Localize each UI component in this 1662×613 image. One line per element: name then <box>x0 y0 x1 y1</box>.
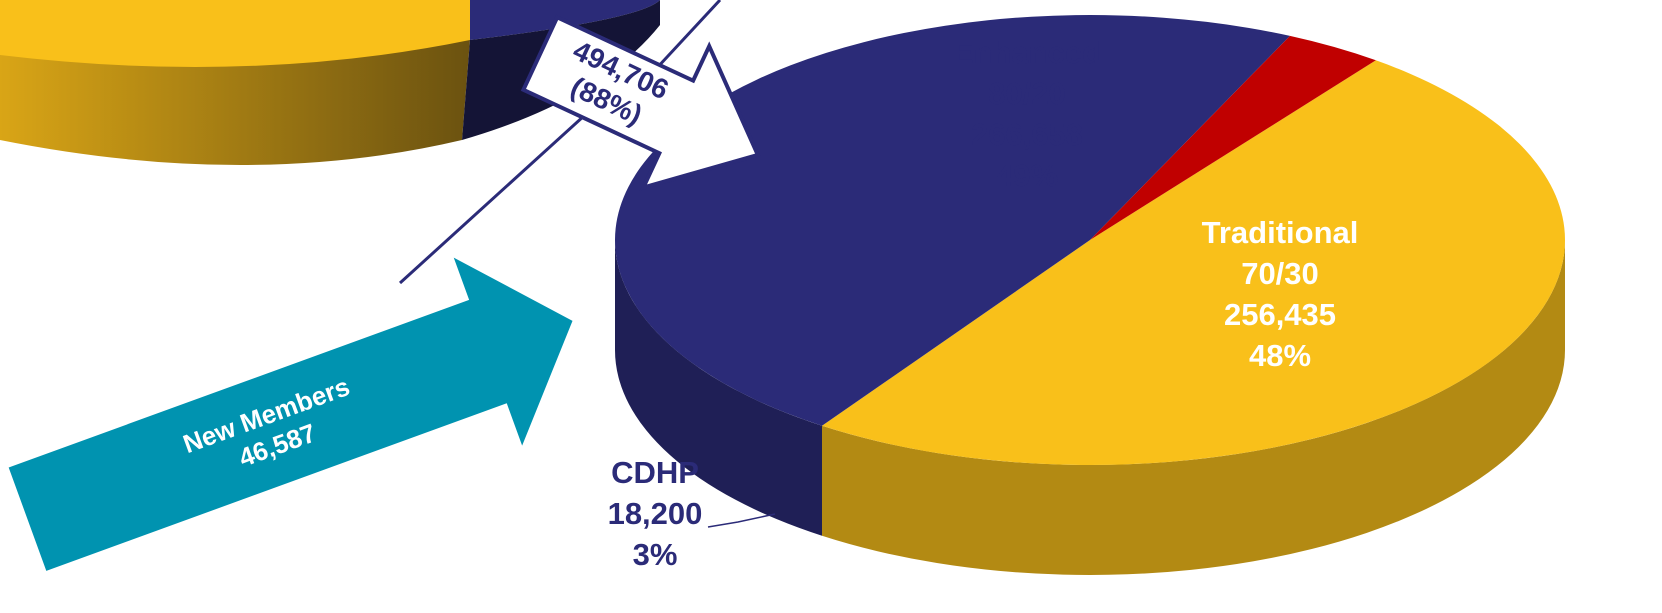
slice-label: Traditional <box>1202 215 1359 250</box>
slice-label: 80/20 <box>988 76 1066 111</box>
labels: Enhanced 80/20 266,658 49% Traditional 70/30 2… <box>608 35 1359 572</box>
label-leader <box>707 513 776 528</box>
slice <box>614 14 1290 426</box>
leader-line <box>653 0 722 72</box>
slice-label: 266,658 <box>971 117 1083 152</box>
previous-arrow: 494,706 (88%) <box>520 14 761 191</box>
arrow <box>8 257 573 571</box>
previous-pie <box>0 0 660 165</box>
leader-line <box>398 113 587 285</box>
pie <box>614 14 1566 576</box>
slice-side <box>822 240 1565 576</box>
slice-side <box>615 240 823 536</box>
slice-label: 70/30 <box>1241 256 1319 291</box>
arrow <box>520 14 761 191</box>
slice-label: 48% <box>1249 338 1311 373</box>
slice <box>822 60 1566 466</box>
slice-label: 18,200 <box>608 496 703 531</box>
slice-label: 256,435 <box>1224 297 1336 332</box>
new-members-arrow: New Members 46,587 <box>8 257 573 571</box>
slice-label: 49% <box>996 158 1058 193</box>
slice-label: 3% <box>633 537 678 572</box>
slice-label: Enhanced <box>953 35 1101 70</box>
slice-label: CDHP <box>611 455 699 490</box>
slice <box>1090 35 1376 241</box>
